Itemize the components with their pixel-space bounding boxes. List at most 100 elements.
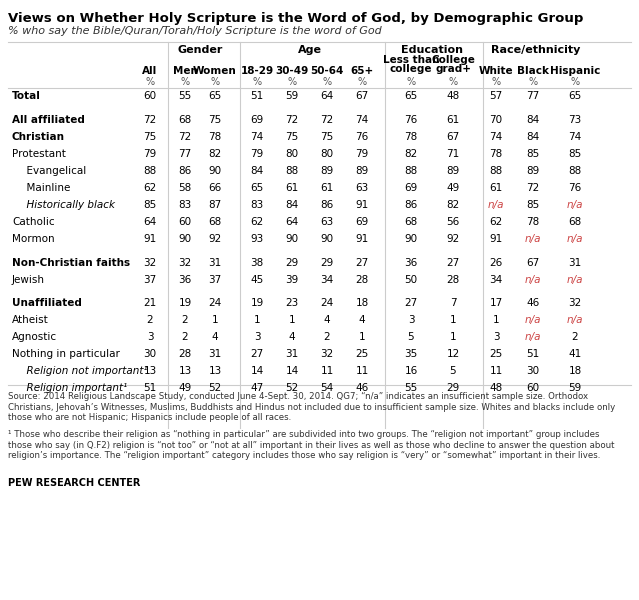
Text: 29: 29	[447, 383, 459, 394]
Text: 51: 51	[250, 91, 264, 101]
Text: 60: 60	[527, 383, 539, 394]
Text: %: %	[528, 77, 537, 87]
Text: Religion not important¹: Religion not important¹	[20, 367, 148, 376]
Text: %: %	[357, 77, 367, 87]
Text: 52: 52	[286, 383, 298, 394]
Text: n/a: n/a	[567, 200, 583, 210]
Text: 92: 92	[208, 234, 222, 244]
Text: Christian: Christian	[12, 132, 65, 142]
Text: 64: 64	[143, 217, 157, 227]
Text: White: White	[479, 66, 513, 76]
Text: 13: 13	[208, 367, 222, 376]
Text: 28: 28	[447, 275, 459, 284]
Text: 21: 21	[143, 298, 157, 308]
Text: %: %	[571, 77, 580, 87]
Text: 72: 72	[286, 115, 298, 125]
Text: n/a: n/a	[525, 275, 541, 284]
Text: 87: 87	[208, 200, 222, 210]
Text: Women: Women	[193, 66, 237, 76]
Text: 32: 32	[143, 257, 157, 268]
Text: 92: 92	[447, 234, 459, 244]
Text: 76: 76	[355, 132, 369, 142]
Text: 91: 91	[489, 234, 503, 244]
Text: 89: 89	[355, 166, 369, 176]
Text: Religion important¹: Religion important¹	[20, 383, 127, 394]
Text: 28: 28	[178, 349, 192, 359]
Text: 70: 70	[489, 115, 502, 125]
Text: 75: 75	[208, 115, 222, 125]
Text: 24: 24	[208, 298, 222, 308]
Text: Gender: Gender	[177, 45, 222, 55]
Text: 68: 68	[568, 217, 581, 227]
Text: 32: 32	[568, 298, 581, 308]
Text: 16: 16	[404, 367, 418, 376]
Text: Evangelical: Evangelical	[20, 166, 86, 176]
Text: 80: 80	[286, 149, 298, 159]
Text: %: %	[180, 77, 190, 87]
Text: 72: 72	[178, 132, 192, 142]
Text: Hispanic: Hispanic	[550, 66, 600, 76]
Text: All: All	[142, 66, 158, 76]
Text: 61: 61	[489, 183, 503, 193]
Text: 31: 31	[568, 257, 581, 268]
Text: %: %	[146, 77, 155, 87]
Text: 79: 79	[355, 149, 369, 159]
Text: 62: 62	[489, 217, 503, 227]
Text: 88: 88	[568, 166, 581, 176]
Text: 14: 14	[250, 367, 264, 376]
Text: 64: 64	[286, 217, 298, 227]
Text: 11: 11	[355, 367, 369, 376]
Text: 68: 68	[404, 217, 418, 227]
Text: 67: 67	[355, 91, 369, 101]
Text: 74: 74	[568, 132, 581, 142]
Text: Age: Age	[298, 45, 321, 55]
Text: 27: 27	[447, 257, 459, 268]
Text: 38: 38	[250, 257, 264, 268]
Text: 59: 59	[568, 383, 581, 394]
Text: %: %	[210, 77, 220, 87]
Text: 1: 1	[493, 316, 499, 325]
Text: Protestant: Protestant	[12, 149, 66, 159]
Text: 84: 84	[527, 132, 539, 142]
Text: 18: 18	[568, 367, 581, 376]
Text: 80: 80	[320, 149, 334, 159]
Text: 60: 60	[178, 217, 192, 227]
Text: %: %	[491, 77, 500, 87]
Text: Black: Black	[517, 66, 549, 76]
Text: 93: 93	[250, 234, 264, 244]
Text: 2: 2	[181, 332, 189, 343]
Text: 32: 32	[178, 257, 192, 268]
Text: 11: 11	[320, 367, 334, 376]
Text: 72: 72	[320, 115, 334, 125]
Text: Mormon: Mormon	[12, 234, 54, 244]
Text: n/a: n/a	[567, 234, 583, 244]
Text: 17: 17	[489, 298, 503, 308]
Text: 88: 88	[489, 166, 503, 176]
Text: %: %	[449, 77, 458, 87]
Text: 36: 36	[178, 275, 192, 284]
Text: 3: 3	[147, 332, 153, 343]
Text: 77: 77	[178, 149, 192, 159]
Text: 64: 64	[320, 91, 334, 101]
Text: 90: 90	[286, 234, 298, 244]
Text: PEW RESEARCH CENTER: PEW RESEARCH CENTER	[8, 478, 141, 488]
Text: 82: 82	[404, 149, 418, 159]
Text: 51: 51	[143, 383, 157, 394]
Text: 62: 62	[143, 183, 157, 193]
Text: 2: 2	[324, 332, 330, 343]
Text: 82: 82	[447, 200, 459, 210]
Text: 61: 61	[447, 115, 459, 125]
Text: 57: 57	[489, 91, 503, 101]
Text: Unaffiliated: Unaffiliated	[12, 298, 82, 308]
Text: 50-64: 50-64	[311, 66, 344, 76]
Text: 76: 76	[404, 115, 418, 125]
Text: 69: 69	[404, 183, 418, 193]
Text: 1: 1	[450, 332, 456, 343]
Text: 82: 82	[208, 149, 222, 159]
Text: 60: 60	[143, 91, 157, 101]
Text: 91: 91	[355, 200, 369, 210]
Text: 88: 88	[286, 166, 298, 176]
Text: 65: 65	[568, 91, 581, 101]
Text: 67: 67	[527, 257, 539, 268]
Text: Total: Total	[12, 91, 41, 101]
